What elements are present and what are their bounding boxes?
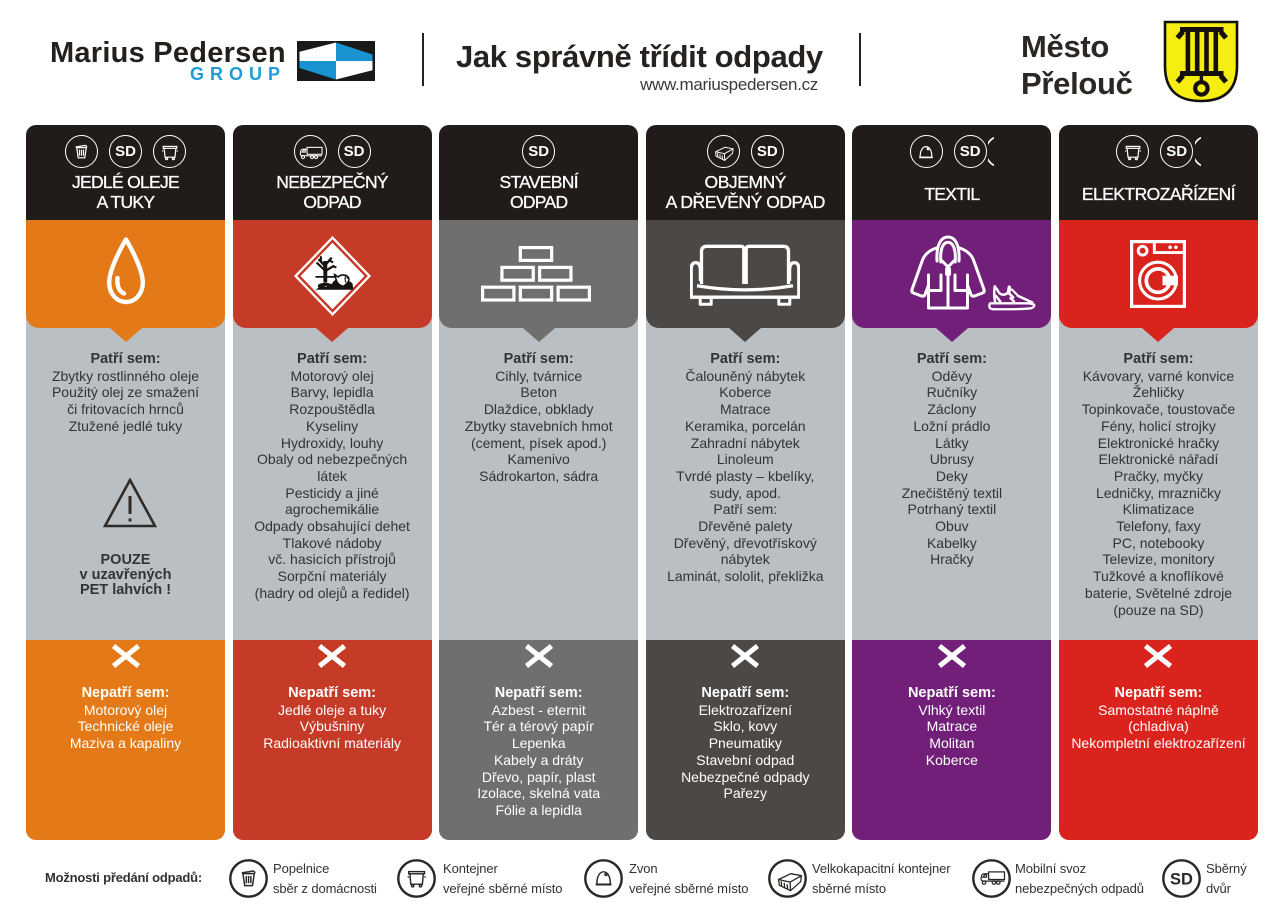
- svg-text:SD: SD: [1170, 871, 1193, 889]
